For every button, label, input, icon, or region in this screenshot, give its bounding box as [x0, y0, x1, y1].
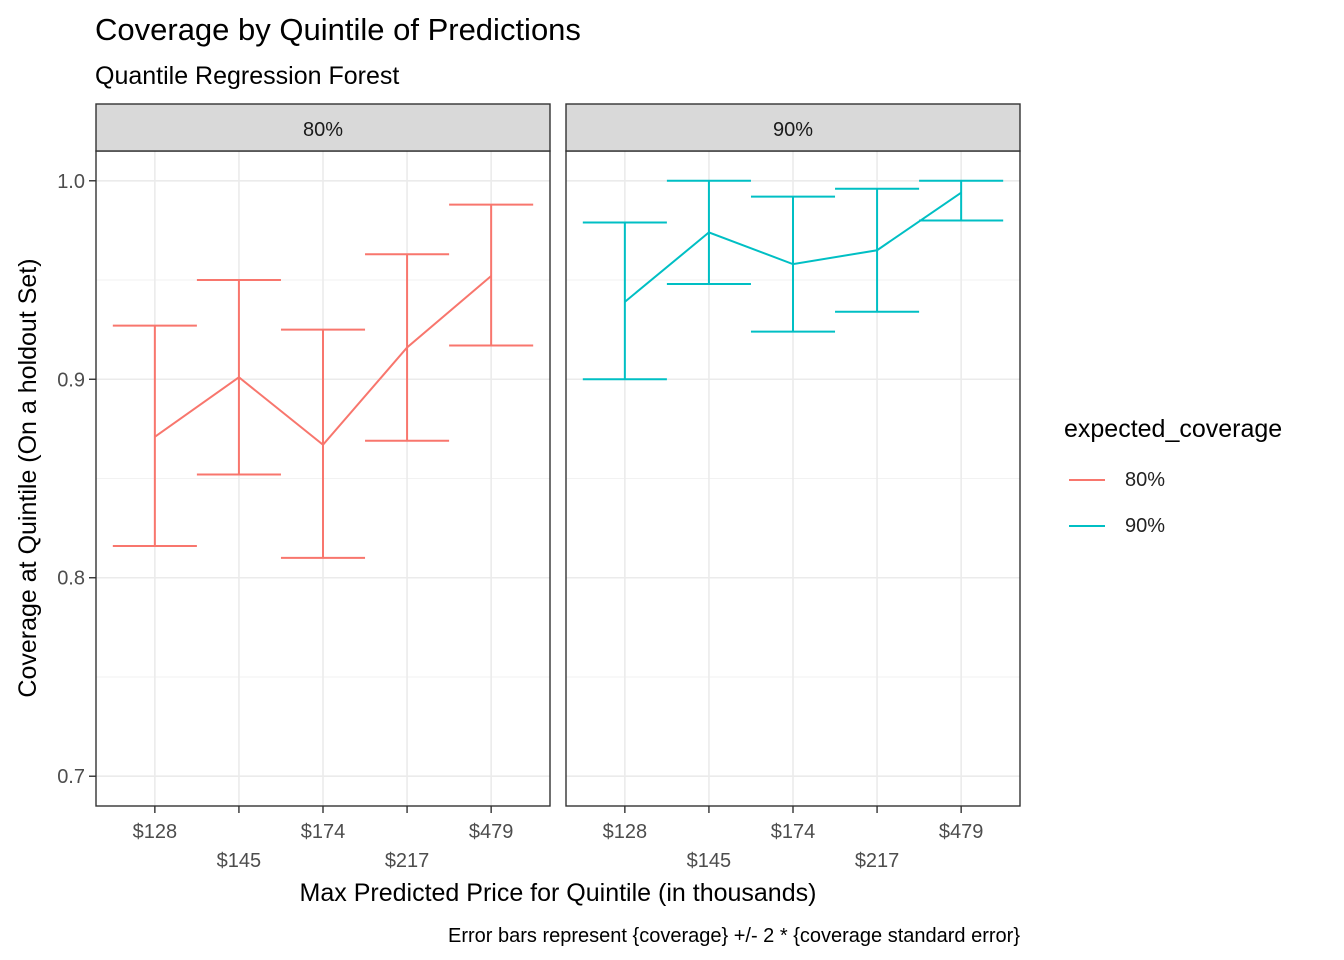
x-tick-label: $174: [301, 821, 346, 843]
chart-title: Coverage by Quintile of Predictions: [95, 12, 581, 47]
panel-1: 80% $128 $145 $174 $217 $479 0.7 0.8 0.9 1.0: [57, 103, 551, 872]
x-tick-label: $174: [771, 821, 816, 843]
x-tick-label: $217: [385, 850, 430, 872]
x-tick-label: $479: [939, 821, 984, 843]
legend-title: expected_coverage: [1064, 415, 1282, 443]
x-tick-label: $145: [217, 850, 262, 872]
facet-panels: 80% $128 $145 $174 $217 $479 0.7 0.8 0.9 1.0 90% $1…: [57, 103, 1021, 872]
y-tick-label: 1.0: [57, 171, 85, 193]
facet-strip: [565, 103, 1021, 152]
y-tick-label: 0.9: [57, 369, 85, 391]
series-line: [154, 275, 492, 447]
legend-label-90: 90%: [1125, 515, 1165, 537]
x-tick-label: $217: [855, 850, 900, 872]
x-tick-label: $145: [687, 850, 732, 872]
facet-strip-label: 90%: [773, 119, 813, 141]
x-axis-title: Max Predicted Price for Quintile (in tho…: [300, 879, 817, 907]
x-tick-label: $128: [603, 821, 648, 843]
x-tick-label: $128: [133, 821, 178, 843]
chart-caption: Error bars represent {coverage} +/- 2 * …: [448, 925, 1020, 947]
series-line: [624, 191, 962, 303]
panel-2: 90% $128 $145 $174 $217 $479: [565, 103, 1021, 872]
y-tick-label: 0.8: [57, 568, 85, 590]
y-tick-label: 0.7: [57, 766, 85, 788]
y-axis-title: Coverage at Quintile (On a holdout Set): [14, 258, 42, 697]
legend: expected_coverage 80% 90%: [1064, 415, 1282, 537]
legend-label-80: 80%: [1125, 469, 1165, 491]
x-tick-label: $479: [469, 821, 514, 843]
facet-strip-label: 80%: [303, 119, 343, 141]
chart-subtitle: Quantile Regression Forest: [95, 62, 399, 90]
facet-strip: [95, 103, 551, 152]
